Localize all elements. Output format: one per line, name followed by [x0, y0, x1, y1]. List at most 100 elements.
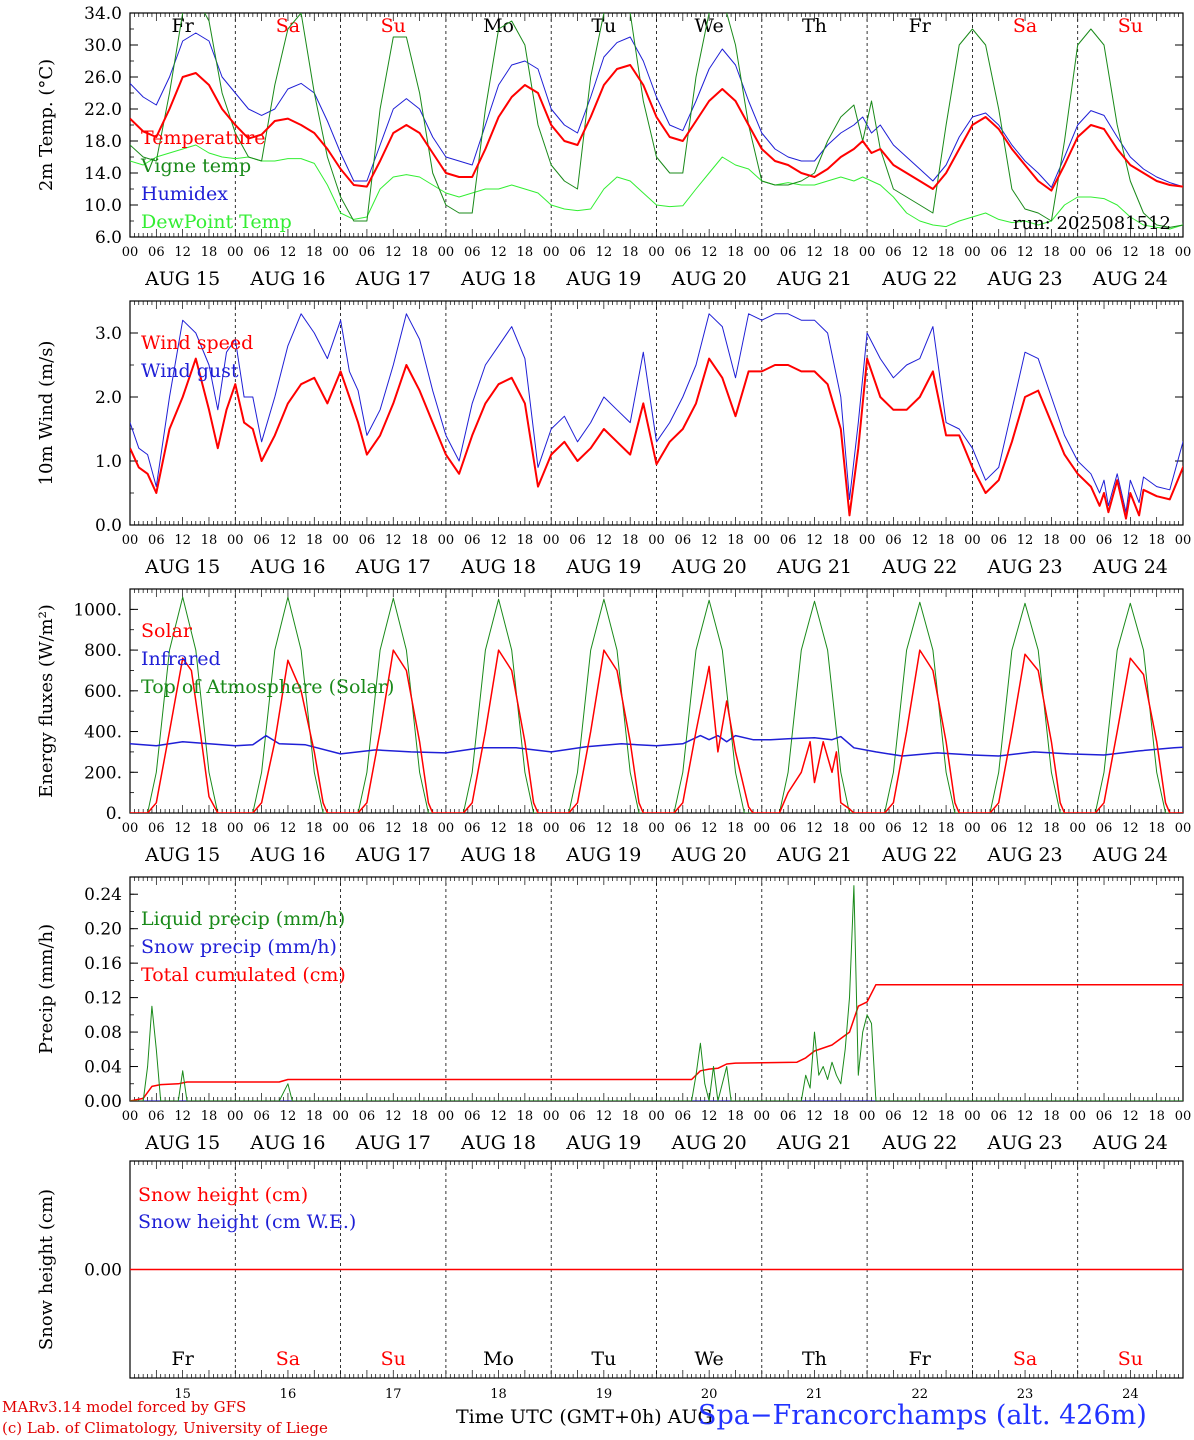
date-label: AUG 22 — [881, 1132, 957, 1154]
hour-tick-label: 12 — [701, 821, 718, 836]
date-label: AUG 20 — [671, 844, 747, 866]
hour-tick-label: 00 — [859, 821, 876, 836]
day-number-label: 24 — [1122, 1387, 1139, 1402]
series-line — [130, 885, 1183, 1101]
hour-tick-label: 06 — [990, 1109, 1007, 1124]
y-tick-label: 1000. — [73, 600, 122, 620]
hour-tick-label: 18 — [1148, 1109, 1165, 1124]
hour-tick-label: 00 — [754, 245, 771, 260]
legend-entry: Solar — [141, 620, 193, 642]
day-number-label: 23 — [1017, 1387, 1034, 1402]
hour-tick-label: 18 — [938, 533, 955, 548]
date-label: AUG 23 — [986, 1132, 1062, 1154]
hour-tick-label: 12 — [174, 533, 191, 548]
hour-tick-label: 12 — [806, 821, 823, 836]
panel-energy: 0. 200. 400. 600. 800. 1000. Energy fluxes (W/… — [36, 588, 1191, 866]
hour-tick-label: 18 — [306, 821, 323, 836]
hour-tick-label: 12 — [490, 821, 507, 836]
hour-tick-label: 06 — [1096, 821, 1113, 836]
hour-tick-label: 18 — [622, 1109, 639, 1124]
legend-entry: Snow height (cm W.E.) — [138, 1211, 356, 1233]
y-tick-label: 30.0 — [84, 36, 122, 56]
weekday-label: Su — [1118, 15, 1143, 37]
date-label: AUG 17 — [355, 556, 431, 578]
hour-tick-label: 06 — [1096, 533, 1113, 548]
hour-tick-label: 06 — [148, 821, 165, 836]
hour-tick-label: 00 — [1175, 533, 1192, 548]
hour-tick-label: 06 — [675, 1109, 692, 1124]
y-tick-label: 0.00 — [84, 1261, 122, 1281]
hour-tick-label: 12 — [280, 245, 297, 260]
date-label: AUG 21 — [776, 844, 852, 866]
hour-tick-label: 12 — [490, 1109, 507, 1124]
date-label: AUG 16 — [249, 844, 325, 866]
day-number-label: 15 — [174, 1387, 191, 1402]
hour-tick-label: 00 — [648, 1109, 665, 1124]
hour-tick-label: 18 — [517, 533, 534, 548]
y-tick-label: 10.0 — [84, 196, 122, 216]
y-tick-label: 0.16 — [84, 954, 122, 974]
legend-entry: Snow height (cm) — [138, 1184, 308, 1206]
hour-tick-label: 06 — [885, 821, 902, 836]
series-group — [130, 13, 1183, 230]
hour-tick-label: 00 — [648, 245, 665, 260]
hour-tick-label: 18 — [1043, 1109, 1060, 1124]
hour-tick-label: 00 — [964, 533, 981, 548]
legend-entry: Wind speed — [141, 332, 253, 354]
panel-precip: 0.00 0.04 0.08 0.12 0.16 0.20 0.24 Precip (mm/h… — [36, 876, 1191, 1154]
hour-tick-label: 00 — [122, 533, 139, 548]
hour-tick-label: 18 — [306, 1109, 323, 1124]
weekday-label: Tu — [591, 1348, 616, 1370]
legend-entry: Infrared — [141, 648, 221, 670]
hour-tick-label: 18 — [622, 821, 639, 836]
hour-tick-label: 00 — [1069, 821, 1086, 836]
hour-tick-label: 12 — [596, 533, 613, 548]
hour-tick-label: 00 — [1175, 245, 1192, 260]
hour-tick-label: 00 — [332, 821, 349, 836]
hour-tick-label: 18 — [306, 533, 323, 548]
weekday-label: Sa — [1013, 15, 1037, 37]
hour-tick-label: 06 — [885, 245, 902, 260]
hour-tick-label: 00 — [227, 245, 244, 260]
hour-tick-label: 18 — [517, 821, 534, 836]
hour-tick-label: 12 — [701, 533, 718, 548]
plot-frame — [129, 300, 1184, 526]
hour-tick-label: 06 — [148, 1109, 165, 1124]
station-name: Spa−Francorchamps (alt. 426m) — [698, 1400, 1147, 1431]
hour-tick-label: 00 — [122, 821, 139, 836]
hour-tick-label: 18 — [411, 821, 428, 836]
hour-tick-label: 00 — [332, 533, 349, 548]
hour-tick-label: 12 — [596, 821, 613, 836]
date-label: AUG 20 — [671, 268, 747, 290]
date-label: AUG 16 — [249, 1132, 325, 1154]
weekday-label: Fr — [172, 15, 195, 37]
hour-tick-label: 12 — [490, 533, 507, 548]
hour-tick-label: 00 — [332, 245, 349, 260]
legend-entry: Humidex — [141, 183, 228, 205]
series-line — [130, 357, 1183, 520]
weekday-label: We — [695, 1348, 724, 1370]
date-label: AUG 18 — [460, 1132, 536, 1154]
hour-tick-label: 12 — [911, 821, 928, 836]
date-label: AUG 18 — [460, 556, 536, 578]
y-tick-label: 0.04 — [84, 1058, 122, 1078]
hour-tick-label: 06 — [569, 1109, 586, 1124]
weekday-label: We — [695, 15, 724, 37]
hour-tick-label: 12 — [1017, 533, 1034, 548]
date-label: AUG 18 — [460, 268, 536, 290]
hour-tick-label: 06 — [359, 533, 376, 548]
hour-tick-label: 12 — [911, 1109, 928, 1124]
series-line — [130, 596, 1183, 813]
date-label: AUG 23 — [986, 844, 1062, 866]
date-label: AUG 21 — [776, 1132, 852, 1154]
series-line — [130, 734, 1183, 757]
hour-tick-label: 18 — [1043, 533, 1060, 548]
hour-tick-label: 06 — [780, 1109, 797, 1124]
copyright-credit: (c) Lab. of Climatology, University of L… — [2, 1419, 328, 1437]
date-label: AUG 23 — [986, 268, 1062, 290]
hour-tick-label: 12 — [280, 821, 297, 836]
y-axis-label: 2m Temp. (°C) — [36, 59, 57, 191]
legend-entry: DewPoint Temp — [141, 211, 292, 233]
hour-tick-label: 00 — [332, 1109, 349, 1124]
date-label: AUG 16 — [249, 268, 325, 290]
